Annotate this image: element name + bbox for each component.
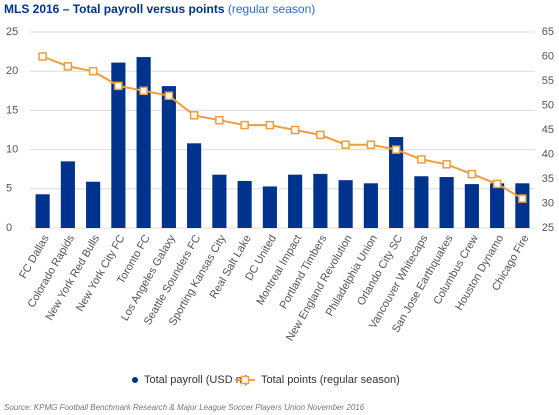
bar <box>86 181 101 228</box>
point-marker <box>366 140 376 149</box>
point-marker <box>63 62 73 71</box>
point-marker <box>341 140 350 149</box>
bar <box>237 180 252 228</box>
bar <box>60 161 75 228</box>
y-tick-label: 15 <box>6 104 18 116</box>
title-main: MLS 2016 – Total payroll versus points <box>4 2 225 16</box>
y-tick-label: 25 <box>6 26 18 38</box>
legend-swatch <box>240 375 250 385</box>
legend-label: Total payroll (USD m) <box>144 374 249 386</box>
bar <box>161 86 176 228</box>
y-tick-label: 10 <box>6 144 18 156</box>
point-marker <box>391 145 401 154</box>
y2-tick-label: 50 <box>542 99 554 111</box>
y2-tick-label: 35 <box>542 173 554 185</box>
point-marker <box>189 111 199 120</box>
point-marker <box>467 169 477 179</box>
point-marker <box>164 91 174 100</box>
y-tick-label: 5 <box>6 183 12 195</box>
chart-title: MLS 2016 – Total payroll versus points (… <box>4 2 315 16</box>
bar <box>212 174 227 228</box>
point-marker <box>518 194 527 203</box>
bar <box>414 176 429 228</box>
bar <box>338 180 353 228</box>
legend-swatch <box>132 377 138 383</box>
bar <box>389 137 404 228</box>
point-marker <box>114 81 123 91</box>
bar <box>490 183 505 228</box>
y2-tick-label: 30 <box>542 197 554 209</box>
source-note: Source: KPMG Football Benchmark Research… <box>4 403 365 412</box>
bar <box>35 194 50 228</box>
y-tick-label: 0 <box>6 222 12 234</box>
bar <box>439 177 454 228</box>
y2-tick-label: 40 <box>542 148 554 160</box>
point-marker <box>38 52 47 61</box>
point-marker <box>139 86 148 96</box>
point-marker <box>215 115 224 125</box>
point-marker <box>290 125 300 135</box>
legend-label: Total points (regular season) <box>261 374 400 386</box>
y2-tick-label: 25 <box>542 222 554 234</box>
point-marker <box>316 130 325 140</box>
bar <box>464 184 479 228</box>
bar <box>136 57 151 229</box>
title-sub: (regular season) <box>228 2 315 16</box>
y2-tick-label: 65 <box>542 26 554 38</box>
point-marker <box>417 155 426 164</box>
bar <box>288 174 303 228</box>
bar <box>313 173 328 228</box>
y2-tick-label: 55 <box>542 75 554 87</box>
point-marker <box>442 160 451 169</box>
bar <box>187 143 202 228</box>
y2-tick-label: 45 <box>542 124 554 136</box>
y-tick-label: 20 <box>6 65 18 77</box>
point-marker <box>240 120 249 130</box>
bar <box>515 183 530 228</box>
bar <box>111 62 126 228</box>
point-marker <box>265 120 275 130</box>
point-marker <box>492 179 502 189</box>
bar <box>262 186 277 228</box>
bar <box>363 183 378 228</box>
point-marker <box>88 66 98 76</box>
y2-tick-label: 60 <box>542 50 554 62</box>
